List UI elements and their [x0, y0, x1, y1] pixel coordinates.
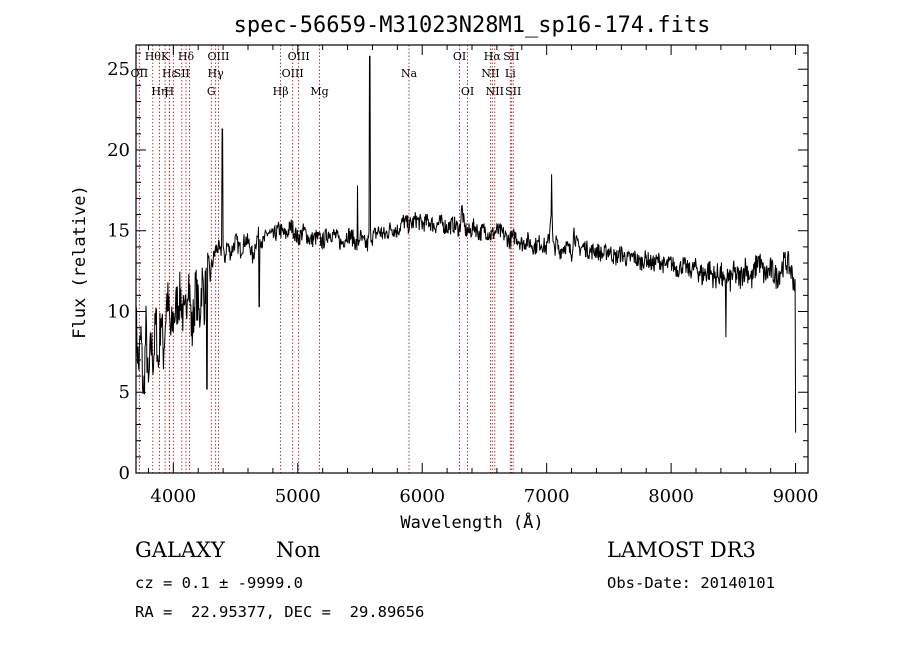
x-axis-label: Wavelength (Å) — [400, 511, 543, 533]
x-tick-label: 9000 — [773, 486, 819, 507]
marker-label: SII — [505, 85, 521, 98]
redshift-readout: cz = 0.1 ± -9999.0 — [135, 574, 303, 592]
x-tick-label: 4000 — [150, 486, 196, 507]
x-tick-label: 7000 — [524, 486, 570, 507]
x-tick-label: 8000 — [648, 486, 694, 507]
marker-label: Hη — [151, 85, 167, 98]
y-axis-label: Flux (relative) — [70, 185, 90, 339]
y-tick-label: 20 — [107, 140, 130, 161]
y-axis: 0 5 10 15 20 25 — [107, 52, 808, 484]
coordinates-readout: RA = 22.95377, DEC = 29.89656 — [135, 603, 425, 621]
marker-label: SII — [174, 67, 190, 80]
object-class: GALAXY — [135, 538, 225, 562]
marker-label: G — [207, 85, 216, 98]
marker-label: Hγ — [208, 67, 225, 80]
marker-label: K — [161, 50, 170, 63]
marker-label: OIII — [282, 67, 304, 80]
y-tick-label: 0 — [119, 463, 130, 484]
y-tick-label: 25 — [107, 59, 130, 80]
marker-label: Hθ — [145, 50, 162, 63]
y-tick-label: 10 — [107, 301, 130, 322]
y-tick-label: 15 — [107, 221, 130, 242]
plot-frame — [135, 44, 809, 474]
x-tick-label: 6000 — [399, 486, 445, 507]
x-tick-label: 5000 — [275, 486, 321, 507]
marker-label: OII — [131, 67, 149, 80]
spectrum-series — [135, 55, 797, 433]
marker-label: Hβ — [273, 85, 289, 98]
object-subclass: Non — [276, 538, 321, 562]
marker-label: Hα — [484, 50, 502, 63]
x-axis: 4000 5000 6000 7000 8000 9000 — [147, 45, 819, 507]
marker-label: Hδ — [178, 50, 195, 63]
survey-name: LAMOST DR3 — [607, 538, 756, 562]
chart-title: spec-56659-M31023N28M1_sp16-174.fits — [234, 13, 711, 38]
marker-label: H — [165, 85, 175, 98]
y-tick-label: 5 — [119, 382, 130, 403]
marker-label: OI — [453, 50, 466, 63]
spectrum-line — [135, 55, 797, 433]
observation-date: Obs-Date: 20140101 — [607, 574, 775, 592]
marker-label: OIII — [288, 50, 310, 63]
marker-label: Mg — [310, 85, 328, 98]
marker-label: Na — [401, 67, 418, 80]
marker-label: OIII — [207, 50, 229, 63]
marker-label: SII — [503, 50, 519, 63]
marker-label: Li — [505, 67, 516, 80]
marker-label: OI — [461, 85, 474, 98]
emission-line-markers: OIIHθHηKHεHSIIHδGHγOIIIHβOIIIOIIIMgNaOIO… — [131, 45, 521, 473]
marker-label: NII — [481, 67, 499, 80]
marker-label: NII — [486, 85, 504, 98]
